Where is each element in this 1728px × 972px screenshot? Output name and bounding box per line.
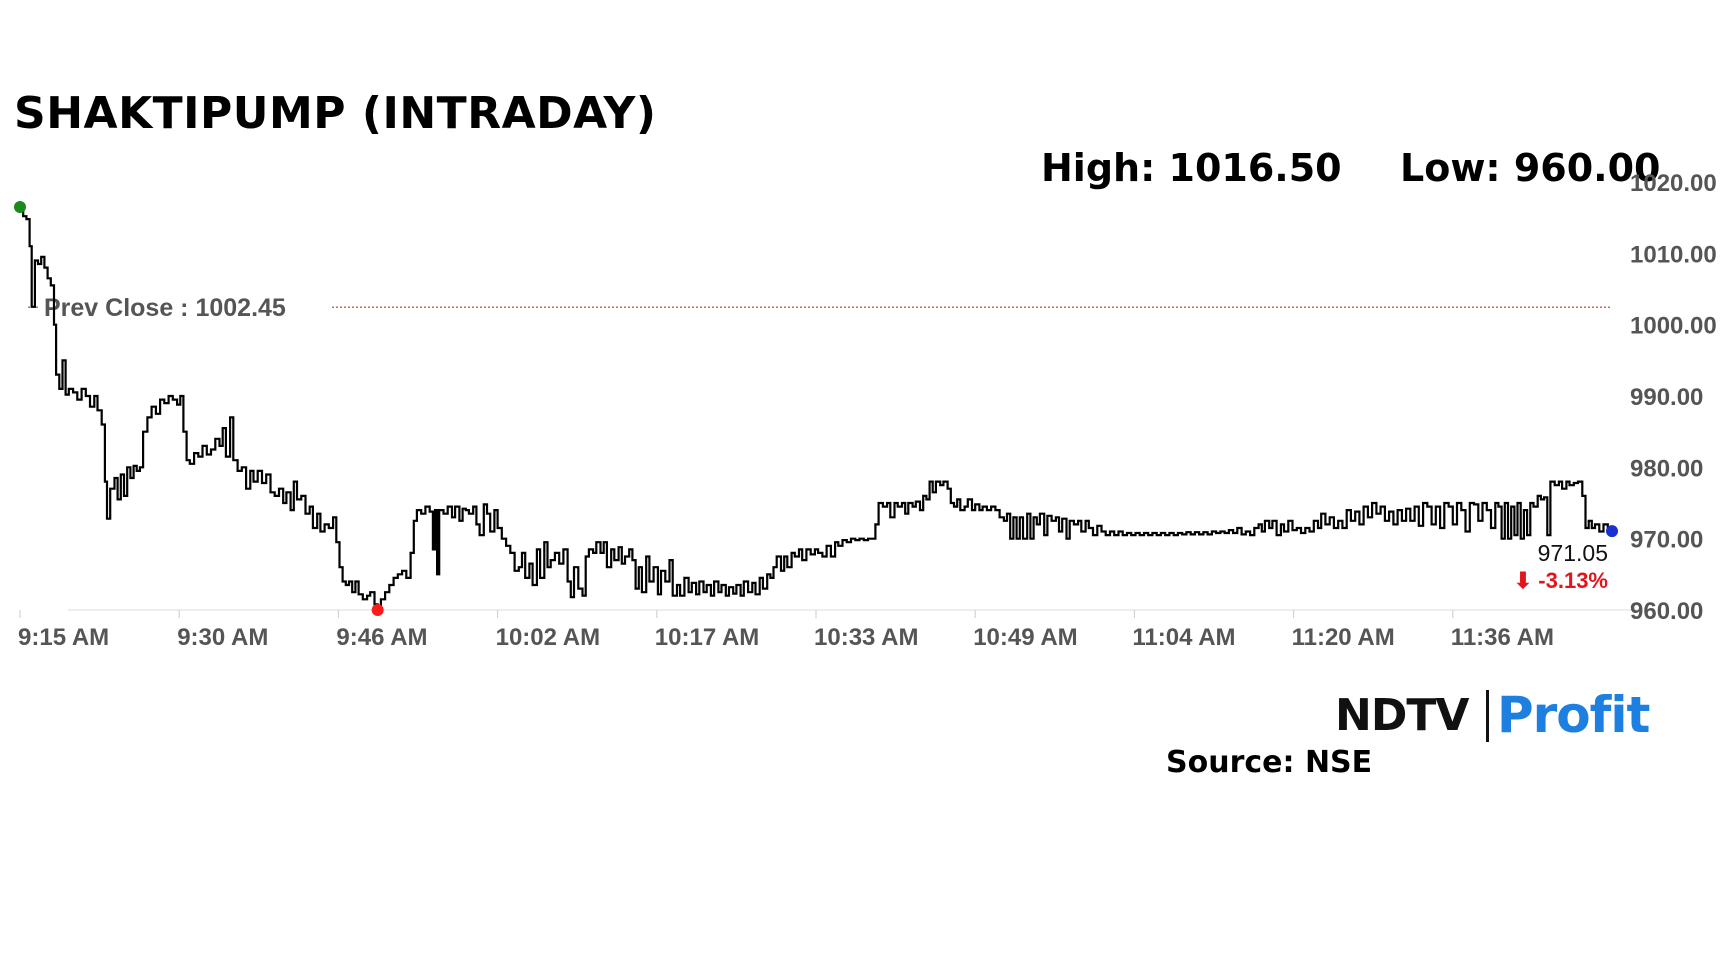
- ndtv-wordmark: NDTV: [1335, 690, 1469, 741]
- y-tick-label: 990.00: [1630, 384, 1703, 411]
- x-tick-label: 9:30 AM: [177, 624, 268, 651]
- x-tick-label: 10:49 AM: [973, 624, 1077, 651]
- open-marker: [14, 200, 26, 213]
- last-price-marker: [1606, 525, 1618, 538]
- x-tick-label: 10:02 AM: [496, 624, 600, 651]
- x-tick-label: 9:15 AM: [18, 624, 109, 651]
- low-value: Low: 960.00: [1400, 146, 1661, 190]
- prev-close-label: Prev Close : 1002.45: [44, 294, 286, 322]
- x-tick-label: 10:17 AM: [655, 624, 759, 651]
- chart-title: SHAKTIPUMP (INTRADAY): [14, 88, 657, 139]
- y-tick-label: 1000.00: [1630, 313, 1717, 340]
- x-tick-label: 10:33 AM: [814, 624, 918, 651]
- source-note: Source: NSE: [1166, 745, 1373, 780]
- profit-wordmark: Profit: [1497, 686, 1650, 744]
- x-tick-label: 11:20 AM: [1292, 624, 1395, 651]
- x-tick-label: 11:36 AM: [1451, 624, 1554, 651]
- change-percent-label: ⬇ -3.13%: [1514, 568, 1608, 593]
- y-tick-label: 1010.00: [1630, 241, 1717, 268]
- high-value: High: 1016.50: [1041, 146, 1342, 190]
- logo-divider: [1486, 690, 1489, 742]
- low-marker: [371, 604, 384, 616]
- prev-close-label-bg: [40, 289, 330, 326]
- last-price-label: 971.05: [1538, 540, 1608, 566]
- y-tick-label: 960.00: [1630, 598, 1703, 625]
- x-tick-label: 11:04 AM: [1132, 624, 1235, 651]
- x-tick-label: 9:46 AM: [336, 624, 427, 651]
- y-tick-label: 1020.00: [1630, 170, 1717, 197]
- y-tick-label: 970.00: [1630, 527, 1703, 554]
- y-tick-label: 980.00: [1630, 455, 1703, 482]
- price-line: [20, 205, 1614, 612]
